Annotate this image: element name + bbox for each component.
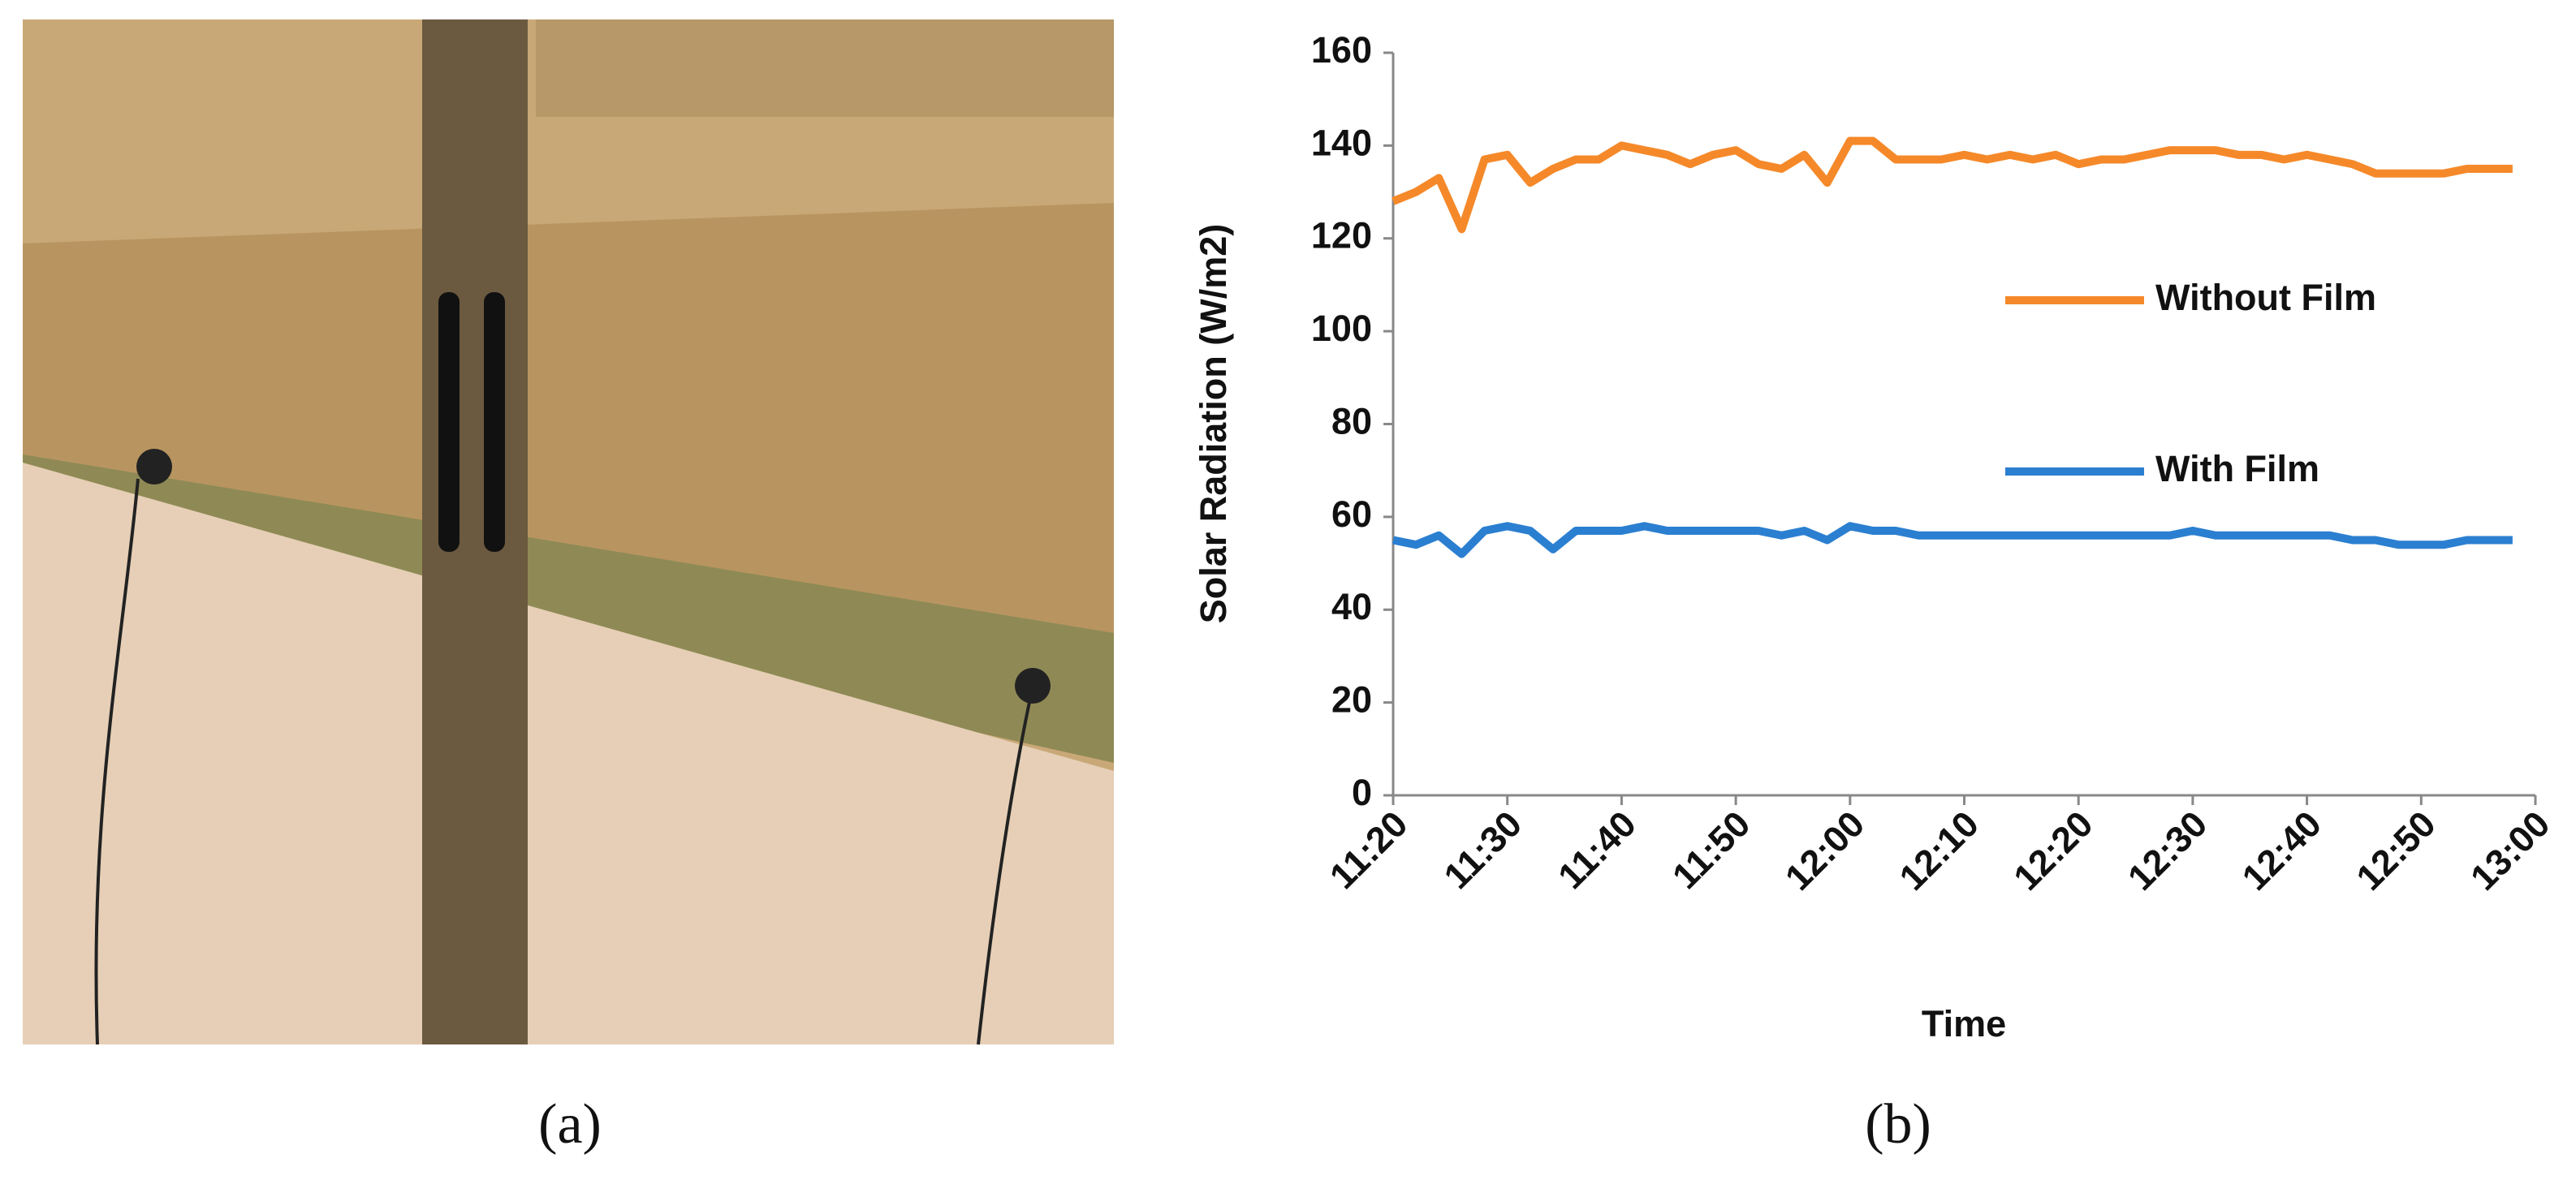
tiles [23,463,1114,1044]
x-tick-label: 12:10 [1892,803,1987,898]
caption: (b) [1865,1093,1931,1156]
series-line [1392,136,2513,234]
x-tick-label: 12:00 [1777,803,1872,898]
y-tick-label: 160 [1311,29,1372,71]
y-axis-label: Solar Radiation (W/m2) [1193,224,1234,624]
x-tick-label: 12:50 [2348,803,2443,898]
caption: (a) [538,1093,602,1156]
x-tick-label: 13:00 [2462,803,2557,898]
y-tick-label: 100 [1311,308,1372,349]
cable [94,478,140,1045]
x-tick-label: 12:40 [2234,803,2329,898]
x-tick-label: 11:30 [1435,803,1530,897]
x-tick-label: 11:40 [1550,803,1644,897]
photo [23,19,1114,1045]
x-tick-label: 12:30 [2120,803,2215,898]
sensor [136,449,172,484]
x-tick-label: 11:20 [1322,803,1416,897]
y-tick-label: 120 [1311,215,1372,256]
x-tick-label: 11:50 [1664,803,1758,897]
x-tick-label: 12:20 [2005,803,2100,898]
handle [438,292,460,552]
cable [977,701,1031,1045]
y-tick-label: 80 [1331,400,1372,441]
y-tick-label: 140 [1311,122,1372,163]
sensor [1015,668,1051,704]
x-axis-label: Time [1922,1003,2006,1044]
shrubs [23,454,1114,763]
y-tick-label: 0 [1352,772,1372,813]
y-tick-label: 20 [1331,679,1372,721]
y-tick-label: 60 [1331,493,1372,535]
door-frame [422,19,528,1044]
y-tick-label: 40 [1331,586,1372,627]
legend-label: Without Film [2155,277,2376,318]
legend-label: With Film [2155,448,2319,489]
handle [484,292,505,552]
series-line [1392,522,2513,558]
fence [536,19,1114,117]
